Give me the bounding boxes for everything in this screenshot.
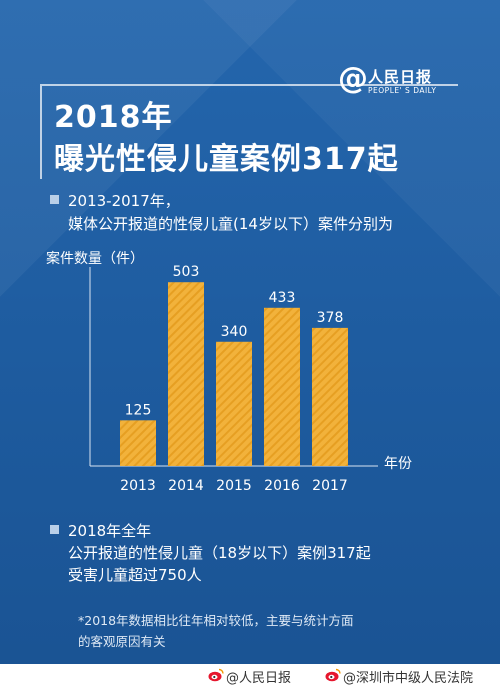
weibo-icon [208, 668, 224, 682]
note-line-2: 的客观原因有关 [78, 634, 166, 649]
intro-line-2: 媒体公开报道的性侵儿童(14岁以下）案件分别为 [68, 215, 393, 233]
weibo-icon [325, 668, 341, 682]
logo-at-symbol: @ [338, 61, 368, 96]
summary-line-3: 受害儿童超过750人 [68, 566, 202, 584]
title-headline: 曝光性侵儿童案例317起 [54, 142, 399, 177]
tick-label-2014: 2014 [168, 478, 204, 494]
data-label-2013: 125 [125, 402, 152, 418]
footer-bar: @人民日报 @深圳市中级人民法院 [0, 664, 500, 687]
bar-2015 [216, 341, 252, 466]
footer-source-left[interactable]: @人民日报 [226, 671, 292, 686]
title-frame [40, 84, 458, 179]
bar-2014 [168, 282, 204, 466]
bar-2013 [120, 420, 156, 466]
intro-line-1: 2013-2017年， [68, 192, 180, 210]
logo-name: 人民日报 [368, 68, 433, 86]
note-line-1: *2018年数据相比往年相对较低，主要与统计方面 [78, 613, 354, 628]
tick-label-2013: 2013 [120, 478, 156, 494]
tick-label-2017: 2017 [312, 478, 348, 494]
tick-label-2016: 2016 [264, 478, 300, 494]
data-label-2016: 433 [269, 290, 296, 306]
data-label-2014: 503 [173, 264, 200, 280]
footer-source-right[interactable]: @深圳市中级人民法院 [343, 671, 474, 686]
tick-label-2015: 2015 [216, 478, 252, 494]
summary-bullet [50, 525, 59, 534]
chart-canvas: 125 2013 503 2014 340 2015 433 2016 378 2017 [89, 264, 378, 494]
intro-bullet [50, 195, 59, 204]
data-label-2015: 340 [221, 324, 248, 340]
y-axis-label: 案件数量（件） [46, 251, 144, 267]
summary-line-2: 公开报道的性侵儿童（18岁以下）案例317起 [68, 544, 371, 562]
bar-2017 [312, 327, 348, 466]
peoples-daily-logo: @ 人民日报 PEOPLE' S DAILY [338, 62, 458, 102]
bar-chart: 125 2013 503 2014 340 2015 433 2016 378 2017 案件数量… [40, 245, 480, 495]
title-year: 2018年 [54, 100, 173, 135]
bar-2016 [264, 307, 300, 466]
data-label-2017: 378 [317, 310, 344, 326]
x-axis-label: 年份 [384, 456, 412, 472]
summary-line-1: 2018年全年 [68, 522, 152, 540]
logo-english: PEOPLE' S DAILY [368, 86, 437, 95]
